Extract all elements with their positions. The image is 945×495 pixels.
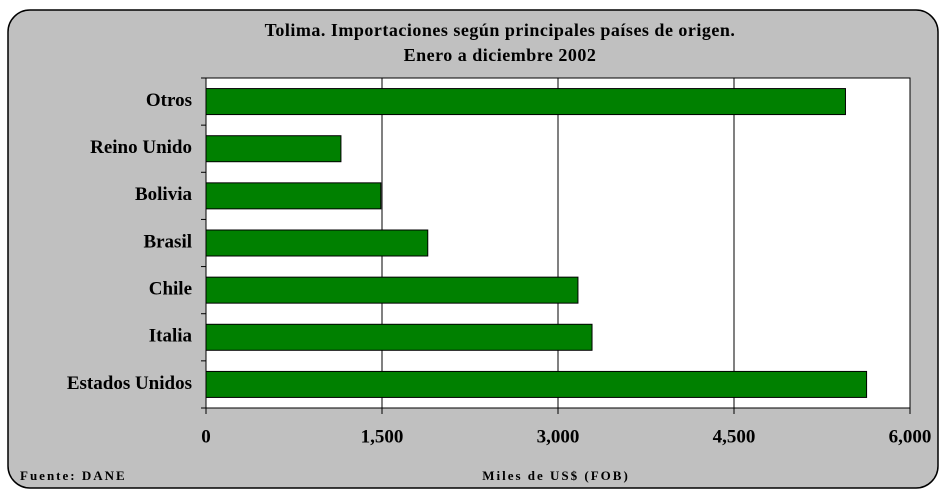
bar xyxy=(205,88,846,116)
bar xyxy=(205,370,868,398)
bar xyxy=(205,276,579,304)
bar xyxy=(205,229,429,257)
bar xyxy=(205,182,382,210)
x-axis-label: Miles de US$ (FOB) xyxy=(482,468,630,483)
bar xyxy=(205,135,342,163)
y-tick-label: Estados Unidos xyxy=(67,373,192,394)
y-tick-label: Bolivia xyxy=(135,184,193,205)
y-tick-label: Reino Unido xyxy=(90,137,192,158)
x-tick-label: 6,000 xyxy=(889,426,932,447)
y-tick-label: Brasil xyxy=(143,231,192,252)
x-tick-label: 3,000 xyxy=(537,426,580,447)
chart-title: Tolima. Importaciones según principales … xyxy=(265,20,736,40)
y-tick-label: Otros xyxy=(146,90,192,111)
y-tick-label: Italia xyxy=(149,326,193,347)
bar xyxy=(205,323,593,351)
x-tick-label: 4,500 xyxy=(713,426,756,447)
x-tick-label: 0 xyxy=(201,426,211,447)
source-note: Fuente: DANE xyxy=(20,468,127,483)
x-tick-label: 1,500 xyxy=(361,426,404,447)
y-tick-label: Chile xyxy=(149,279,192,300)
chart-subtitle: Enero a diciembre 2002 xyxy=(404,45,597,65)
